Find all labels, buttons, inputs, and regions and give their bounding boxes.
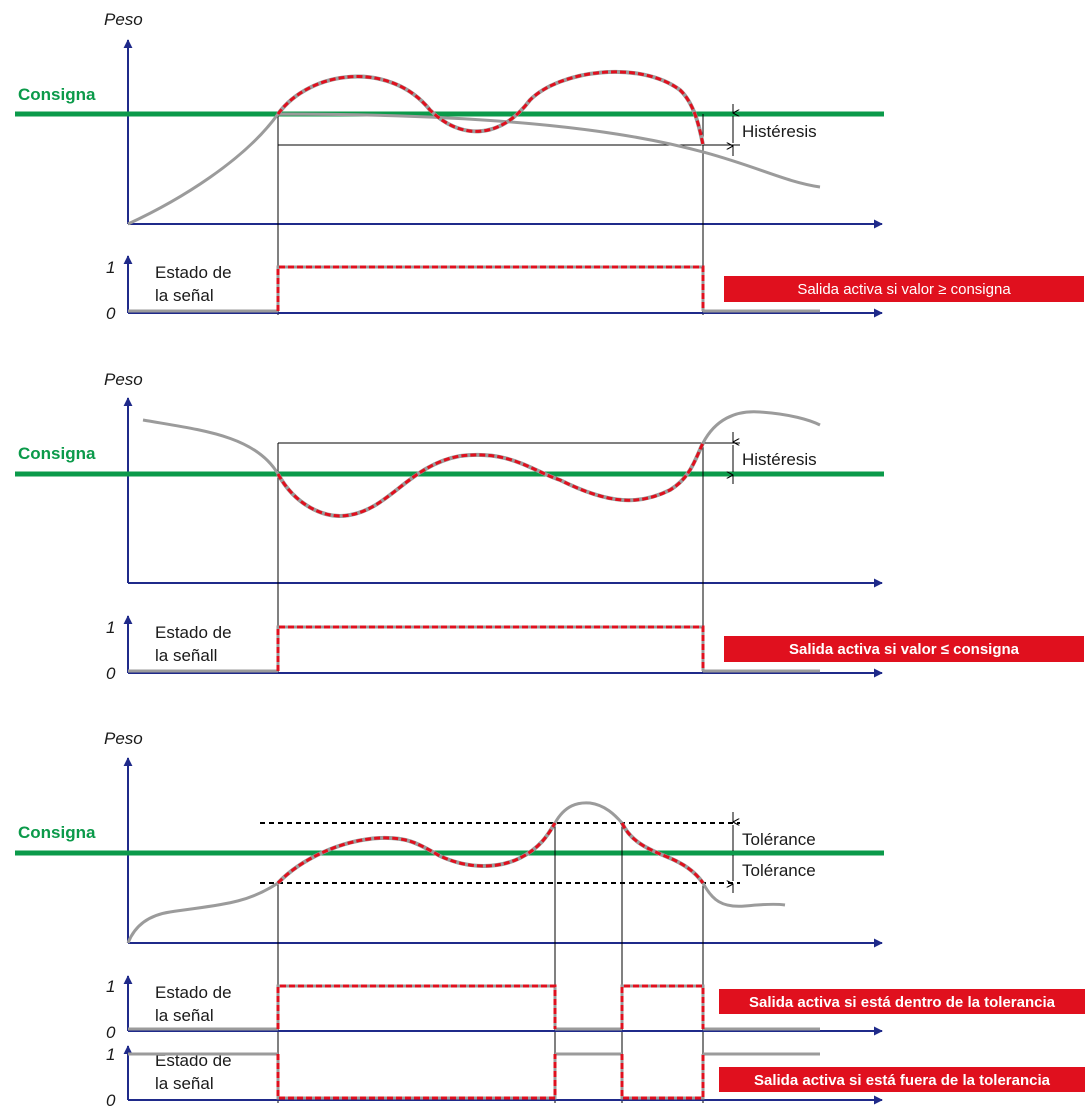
weight-curve-grey [127,112,821,226]
signal-label-line-1: Estado de [155,263,232,282]
weight-curve-grey-end [701,410,821,444]
y-axis-label: Peso [104,370,143,389]
weight-curve-active [276,442,705,518]
signal-on-trace [276,625,705,671]
signal-b-level-high: 1 [106,1045,115,1064]
weight-curve-active [276,70,705,146]
signal-a-output-badge [719,989,1085,1014]
y-axis-label: Peso [104,729,143,748]
signal-b-output-badge [719,1067,1085,1092]
signal-b-label-line-1: Estado de [155,1051,232,1070]
weight-curve-grey-start [126,881,279,944]
signal-b-low-trace-base [276,1054,705,1100]
weight-curve-grey-peak [553,801,624,824]
signal-a-level-high: 1 [106,977,115,996]
signal-a-on-trace-base [276,984,705,1029]
signal-label-line-1: Estado de [155,623,232,642]
output-badge [724,636,1084,662]
upper-tolerance-label: Tolérance [742,830,816,849]
weight-curve-active-2 [620,822,705,884]
signal-b-output-badge-text: Salida activa si está fuera de la tolera… [754,1072,1051,1089]
weight-curve-active-1 [276,822,557,885]
signal-b-label-line-2: la señal [155,1074,214,1093]
output-badge-text: Salida activa si valor ≥ consigna [797,281,1011,298]
setpoint-label: Consigna [18,444,96,463]
signal-on-trace-base [276,625,705,671]
weight-curve-active-base [276,442,705,518]
signal-a-output-badge-text: Salida activa si está dentro de la toler… [749,994,1056,1011]
signal-level-high: 1 [106,258,115,277]
setpoint-label: Consigna [18,85,96,104]
y-axis-label: Peso [104,10,143,29]
setpoint-label: Consigna [18,823,96,842]
signal-a-label-line-2: la señal [155,1006,214,1025]
weight-curve-active-base [276,69,705,146]
signal-level-low: 0 [106,664,116,683]
signal-b-level-low: 0 [106,1091,116,1108]
hysteresis-label: Histéresis [742,122,817,141]
output-badge-text: Salida activa si valor ≤ consigna [789,641,1020,658]
signal-a-level-low: 0 [106,1023,116,1042]
lower-tolerance-label: Tolérance [742,861,816,880]
output-badge [724,276,1084,302]
weight-curve-grey-end [701,882,786,908]
signal-level-high: 1 [106,618,115,637]
signal-on-trace [276,265,705,311]
hysteresis-label: Histéresis [742,450,817,469]
signal-label-line-2: la señal [155,286,214,305]
signal-b-low-trace [276,1054,705,1100]
weight-curve-grey-start [142,418,280,475]
panel-1: Peso Consigna Histéresis 1 0 Estado de l… [15,10,1084,323]
panel-2: Peso Consigna Histéresis 1 0 Estado de l… [15,370,1084,683]
signal-on-trace-base [276,265,705,311]
signal-level-low: 0 [106,304,116,323]
signal-a-label-line-1: Estado de [155,983,232,1002]
signal-label-line-2: la señall [155,646,217,665]
signal-a-on-trace [276,984,705,1029]
panel-3: Peso Consigna Tolérance Tolérance 1 0 Es… [15,729,1085,1108]
